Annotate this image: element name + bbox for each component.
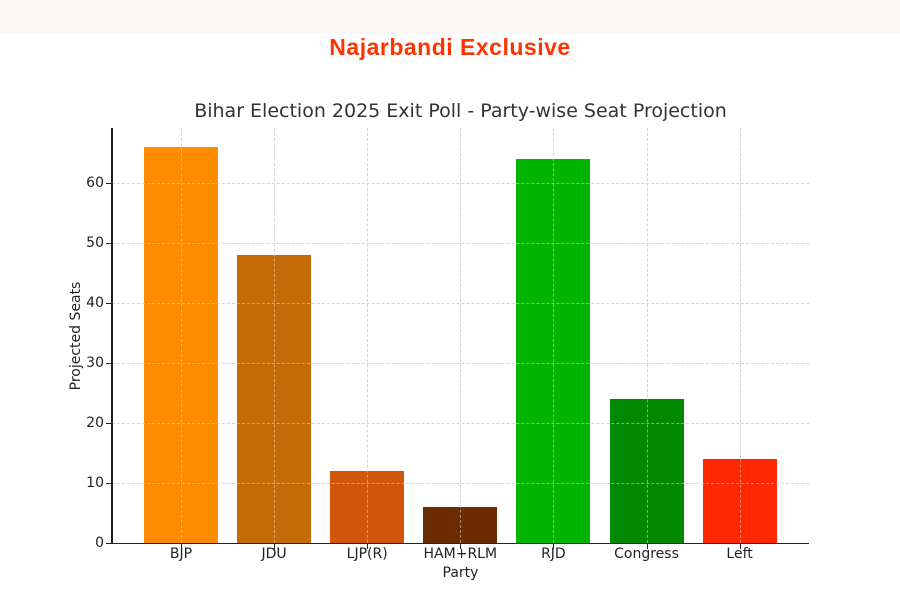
y-tick-label: 40 (86, 295, 104, 312)
brand-title: Najarbandi Exclusive (329, 34, 571, 60)
x-tick-label: JDU (261, 546, 287, 562)
x-tick-mark (460, 544, 462, 549)
grid-line-vertical-overlay (367, 128, 369, 543)
x-tick-mark (553, 544, 555, 549)
x-tick-label: LJP(R) (346, 546, 388, 562)
x-tick-label: BJP (169, 546, 193, 562)
x-tick-mark (181, 544, 182, 549)
y-tick-label: 20 (86, 415, 104, 432)
y-axis-line (111, 128, 113, 544)
y-tick-label: 10 (86, 475, 104, 492)
y-tick-mark (106, 363, 111, 365)
x-axis-title: Party (442, 565, 479, 581)
x-tick-label: Congress (614, 546, 679, 562)
chart-title: Bihar Election 2025 Exit Poll - Party-wi… (194, 100, 727, 122)
x-tick-mark (739, 544, 741, 549)
x-tick-label: HAM+RLM (423, 546, 498, 562)
y-axis-title: Projected Seats (68, 281, 84, 391)
y-tick-mark (106, 543, 111, 544)
y-tick-label: 30 (86, 355, 104, 372)
x-tick-mark (367, 544, 369, 549)
grid-line-vertical-overlay (646, 128, 648, 543)
x-tick-label: RJD (541, 546, 566, 562)
x-tick-label: Left (726, 546, 753, 562)
grid-line-vertical-overlay (460, 128, 462, 543)
y-tick-mark (106, 423, 111, 425)
top-bar (0, 0, 900, 33)
grid-line-vertical-overlay (274, 128, 276, 543)
x-axis-line (111, 542, 809, 544)
y-tick-label: 0 (95, 535, 104, 551)
grid-line-vertical-overlay (181, 128, 182, 543)
grid-line-vertical-overlay (739, 128, 741, 543)
x-tick-mark (274, 544, 276, 549)
plot-area (112, 128, 809, 543)
y-tick-mark (106, 303, 111, 305)
y-tick-mark (106, 183, 111, 185)
y-tick-mark (106, 243, 111, 245)
x-tick-mark (646, 544, 648, 549)
grid-line-vertical-overlay (553, 128, 555, 543)
y-tick-label: 60 (86, 175, 104, 192)
y-tick-label: 50 (86, 235, 104, 252)
y-tick-mark (106, 483, 111, 485)
